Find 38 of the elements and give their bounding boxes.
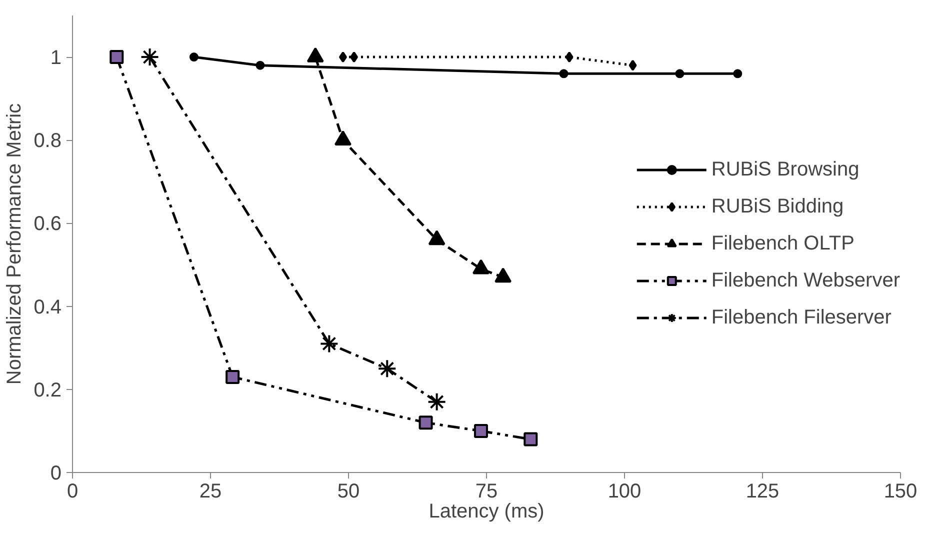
point — [733, 69, 742, 78]
point — [559, 69, 568, 78]
y-tick-label: 0 — [50, 462, 62, 484]
legend-label: Filebench OLTP — [711, 232, 854, 255]
point — [474, 424, 488, 438]
x-tick-label: 25 — [199, 480, 222, 502]
point — [427, 392, 446, 412]
y-tick-label: 0.4 — [34, 296, 62, 318]
legend-label: RUBiS Browsing — [711, 158, 860, 181]
x-tick-label: 0 — [66, 480, 78, 502]
x-tick-label: 100 — [608, 480, 642, 502]
x-tick-label: 75 — [475, 480, 498, 502]
point — [565, 52, 574, 63]
point — [378, 359, 397, 378]
point — [140, 48, 160, 67]
x-tick-label: 125 — [746, 480, 780, 502]
point — [226, 370, 240, 384]
point — [524, 432, 538, 446]
legend-label: Filebench Webserver — [711, 269, 900, 292]
point — [110, 50, 124, 64]
point — [256, 60, 265, 70]
x-tick-label: 150 — [884, 480, 918, 502]
point — [418, 416, 433, 430]
point — [350, 52, 358, 63]
x-tick-label: 50 — [337, 480, 360, 502]
point — [320, 334, 339, 354]
legend-label: RUBiS Bidding — [711, 195, 844, 218]
y-axis-title: Normalized Performance Metric — [4, 103, 26, 385]
x-axis-title: Latency (ms) — [428, 500, 544, 522]
y-tick-label: 0.2 — [34, 379, 62, 402]
point — [675, 69, 684, 78]
y-tick-label: 0.6 — [34, 213, 62, 236]
point — [338, 52, 347, 63]
y-tick-label: 1 — [50, 47, 62, 70]
point — [189, 52, 198, 62]
y-tick-label: 0.8 — [34, 130, 62, 152]
legend-label: Filebench Fileserver — [711, 306, 892, 329]
point — [628, 60, 637, 71]
